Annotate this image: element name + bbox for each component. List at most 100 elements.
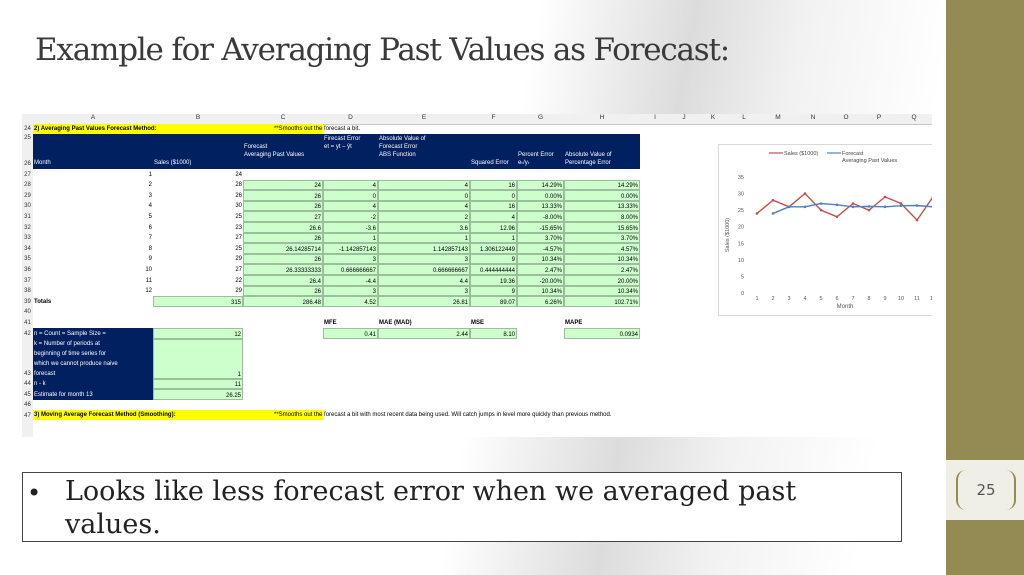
cell-g37[interactable]: -20.00% [517, 275, 564, 286]
cell-d37[interactable]: -4.4 [323, 275, 378, 286]
row-header-34[interactable]: 34 [24, 245, 31, 252]
column-header-j[interactable]: J [682, 114, 686, 121]
column-header-q[interactable]: Q [911, 114, 917, 121]
cell-g32[interactable]: -15.65% [517, 222, 564, 233]
cell-c33[interactable]: 26 [243, 232, 323, 244]
cell-e29[interactable]: 0 [378, 190, 470, 201]
totals-h[interactable]: 102.71% [564, 296, 640, 307]
cell-e36[interactable]: 0.666666667 [378, 264, 470, 275]
cell-e27[interactable] [378, 169, 470, 180]
cell-b32[interactable]: 23 [235, 224, 242, 231]
row-header-40[interactable]: 40 [24, 309, 31, 316]
value-n[interactable]: 12 [153, 328, 243, 339]
row-header-36[interactable]: 36 [24, 267, 31, 273]
cell-f34[interactable]: 1.306122449 [470, 243, 517, 254]
label-mape[interactable]: MAPE [565, 319, 583, 326]
cell-h33[interactable]: 3.70% [564, 232, 640, 244]
cell-a31[interactable]: 5 [148, 213, 152, 220]
cell-c29[interactable]: 26 [243, 190, 323, 201]
totals-c[interactable]: 286.48 [243, 296, 323, 307]
cell-f28[interactable]: 16 [470, 179, 517, 191]
cell-h31[interactable]: 8.00% [564, 211, 640, 222]
label-mse[interactable]: MSE [471, 319, 485, 326]
cell-h28[interactable]: 14.29% [564, 179, 640, 191]
column-header-f[interactable]: F [491, 114, 496, 121]
cell-b33[interactable]: 27 [235, 235, 242, 242]
cell-h36[interactable]: 2.47% [564, 264, 640, 275]
totals-e[interactable]: 26.81 [378, 296, 470, 307]
cell-g36[interactable]: 2.47% [517, 264, 564, 275]
column-header-n[interactable]: N [810, 114, 816, 121]
cell-b27[interactable]: 24 [235, 171, 242, 178]
cell-b34[interactable]: 25 [235, 245, 242, 252]
cell-f29[interactable]: 0 [470, 190, 517, 201]
cell-g27[interactable] [517, 169, 564, 180]
cell-f32[interactable]: 12.96 [470, 222, 517, 233]
cell-g30[interactable]: 13.33% [517, 200, 564, 212]
column-header-l[interactable]: L [742, 114, 746, 121]
cell-h34[interactable]: 4.57% [564, 243, 640, 254]
section-title[interactable]: 2) Averaging Past Values Forecast Method… [33, 124, 323, 134]
cell-g35[interactable]: 10.34% [517, 253, 564, 265]
column-header-b[interactable]: B [195, 114, 201, 121]
cell-e32[interactable]: 3.6 [378, 222, 470, 233]
cell-e34[interactable]: 1.142857143 [378, 243, 470, 254]
column-header-d[interactable]: D [348, 114, 353, 121]
cell-g29[interactable]: 0.00% [517, 190, 564, 201]
cell-c35[interactable]: 26 [243, 253, 323, 265]
cell-c28[interactable]: 24 [243, 179, 323, 191]
cell-e37[interactable]: 4.4 [378, 275, 470, 286]
cell-f33[interactable]: 1 [470, 232, 517, 244]
totals-b[interactable]: 315 [153, 296, 243, 307]
label-nk[interactable]: n - k [33, 378, 153, 390]
cell-d32[interactable]: -3.6 [323, 222, 378, 233]
cell-b38[interactable]: 29 [235, 288, 242, 295]
cell-e30[interactable]: 4 [378, 200, 470, 212]
cell-e35[interactable]: 3 [378, 253, 470, 265]
value-mape[interactable]: 0.0934 [564, 328, 640, 339]
row-header-24[interactable]: 24 [24, 126, 31, 132]
cell-b30[interactable]: 30 [235, 203, 242, 210]
cell-c37[interactable]: 26.4 [243, 275, 323, 286]
cell-h29[interactable]: 0.00% [564, 190, 640, 201]
cell-h27[interactable] [564, 169, 640, 180]
row-header-41[interactable]: 41 [24, 320, 31, 326]
row-header-25[interactable]: 25 [24, 135, 31, 141]
row-header-45[interactable]: 45 [24, 391, 31, 398]
totals-g[interactable]: 6.26% [517, 296, 564, 307]
cell-b31[interactable]: 25 [235, 213, 242, 220]
row-header-28[interactable]: 28 [24, 182, 31, 189]
cell-c31[interactable]: 27 [243, 211, 323, 222]
cell-h32[interactable]: 15.65% [564, 222, 640, 233]
label-mae[interactable]: MAE (MAD) [379, 319, 412, 326]
cell-e28[interactable]: 4 [378, 179, 470, 191]
cell-d30[interactable]: 4 [323, 200, 378, 212]
cell-c27[interactable] [243, 169, 323, 180]
label-n[interactable]: n = Count = Sample Size = [33, 328, 153, 339]
row-header-29[interactable]: 29 [24, 192, 31, 199]
column-header-c[interactable]: C [280, 114, 286, 121]
cell-c30[interactable]: 26 [243, 200, 323, 212]
cell-b37[interactable]: 22 [235, 277, 242, 284]
cell-e33[interactable]: 1 [378, 232, 470, 244]
cell-f36[interactable]: 0.444444444 [470, 264, 517, 275]
column-header-o[interactable]: O [843, 114, 849, 121]
column-header-e[interactable]: E [421, 114, 427, 121]
row-header-47[interactable]: 47 [24, 413, 31, 419]
column-header-g[interactable]: G [537, 114, 544, 121]
column-header-h[interactable]: H [599, 114, 605, 121]
cell-b29[interactable]: 26 [235, 192, 242, 199]
cell-d28[interactable]: 4 [323, 179, 378, 191]
cell-b36[interactable]: 27 [235, 266, 242, 273]
cell-a37[interactable]: 11 [145, 277, 152, 284]
cell-c34[interactable]: 26.14285714 [243, 243, 323, 254]
cell-d35[interactable]: 3 [323, 253, 378, 265]
value-k[interactable]: 1 [153, 338, 243, 379]
cell-h30[interactable]: 13.33% [564, 200, 640, 212]
cell-f30[interactable]: 16 [470, 200, 517, 212]
cell-a35[interactable]: 9 [148, 256, 152, 263]
cell-c32[interactable]: 26.6 [243, 222, 323, 233]
value-mfe[interactable]: 0.41 [323, 328, 378, 339]
cell-b28[interactable]: 28 [235, 182, 242, 189]
cell-e31[interactable]: 2 [378, 211, 470, 222]
